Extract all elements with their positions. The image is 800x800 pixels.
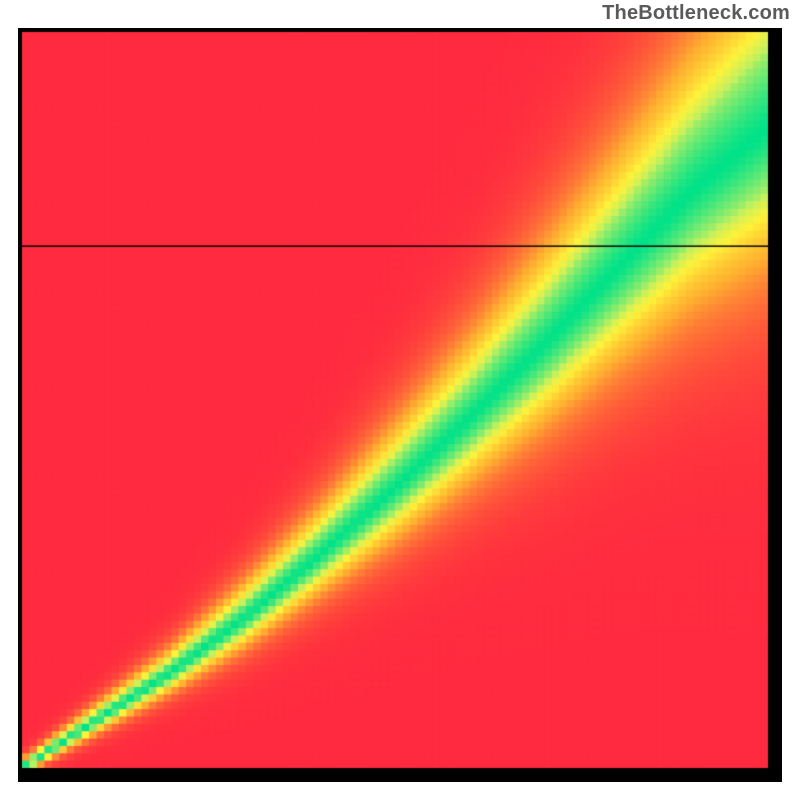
bottleneck-heatmap (18, 28, 782, 782)
watermark-text: TheBottleneck.com (602, 2, 790, 25)
heatmap-canvas (18, 28, 782, 782)
